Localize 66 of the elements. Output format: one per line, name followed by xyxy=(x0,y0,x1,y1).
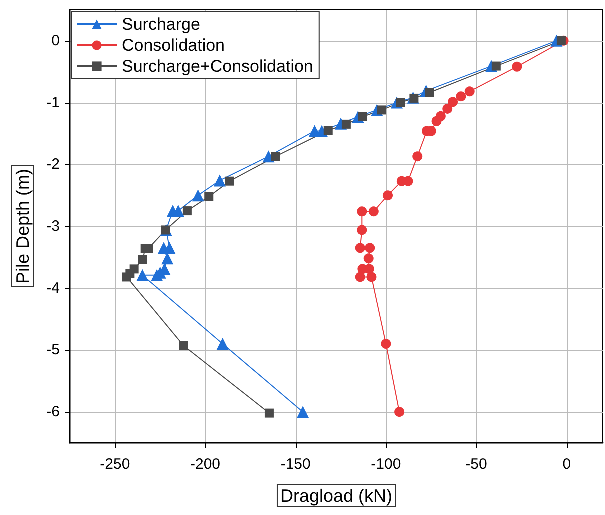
point xyxy=(342,120,351,129)
point xyxy=(140,244,150,254)
point xyxy=(216,338,229,350)
point xyxy=(122,272,132,282)
legend-label: Surcharge+Consolidation xyxy=(122,57,314,76)
point xyxy=(464,86,475,97)
point xyxy=(136,269,149,282)
point xyxy=(425,88,434,98)
point xyxy=(192,190,204,202)
point xyxy=(432,116,442,126)
point xyxy=(412,152,423,162)
point xyxy=(158,242,170,254)
point xyxy=(358,112,368,122)
point xyxy=(162,252,174,265)
y-tick-label: -4 xyxy=(46,280,60,297)
point xyxy=(442,104,453,114)
point xyxy=(396,98,406,108)
point xyxy=(357,206,368,217)
point xyxy=(262,150,275,163)
point xyxy=(366,272,377,282)
point xyxy=(182,206,192,216)
point xyxy=(383,190,393,201)
point xyxy=(394,407,405,418)
point xyxy=(324,126,333,136)
y-tick-label: -6 xyxy=(46,404,60,421)
point xyxy=(355,243,366,254)
point xyxy=(364,254,374,264)
legend-label: Consolidation xyxy=(122,36,226,55)
x-tick-label: -100 xyxy=(371,456,402,473)
point xyxy=(271,152,280,162)
point xyxy=(358,264,368,274)
point xyxy=(365,243,376,254)
x-tick-label: -150 xyxy=(280,456,311,473)
y-tick-label: -5 xyxy=(46,342,60,359)
x-tick-label: -200 xyxy=(190,456,221,473)
y-axis-title: Pile Depth (m) xyxy=(13,168,33,284)
point xyxy=(456,92,466,102)
legend-label: Surcharge xyxy=(122,15,200,34)
point xyxy=(151,269,164,282)
y-tick-label: -3 xyxy=(46,218,60,235)
point xyxy=(448,97,458,108)
y-tick-label: -1 xyxy=(46,94,60,112)
y-tick-label: 0 xyxy=(52,32,60,50)
point xyxy=(556,36,566,46)
point xyxy=(297,406,310,418)
point xyxy=(355,272,366,282)
point xyxy=(214,174,226,187)
y-tick-label: -2 xyxy=(46,156,60,174)
point xyxy=(492,62,501,71)
point xyxy=(264,408,274,418)
point xyxy=(138,255,148,264)
point xyxy=(410,94,419,103)
point xyxy=(396,176,407,186)
x-axis-title: Dragload (kN) xyxy=(280,486,393,506)
point xyxy=(368,206,379,217)
point xyxy=(225,176,234,186)
x-tick-label: 0 xyxy=(562,456,572,473)
point xyxy=(179,341,188,350)
point xyxy=(357,225,368,236)
point xyxy=(204,192,214,202)
point xyxy=(512,62,522,72)
point xyxy=(377,106,386,115)
x-tick-label: -50 xyxy=(466,456,488,473)
point xyxy=(381,339,392,350)
x-tick-label: -250 xyxy=(100,456,130,473)
point xyxy=(308,125,321,138)
